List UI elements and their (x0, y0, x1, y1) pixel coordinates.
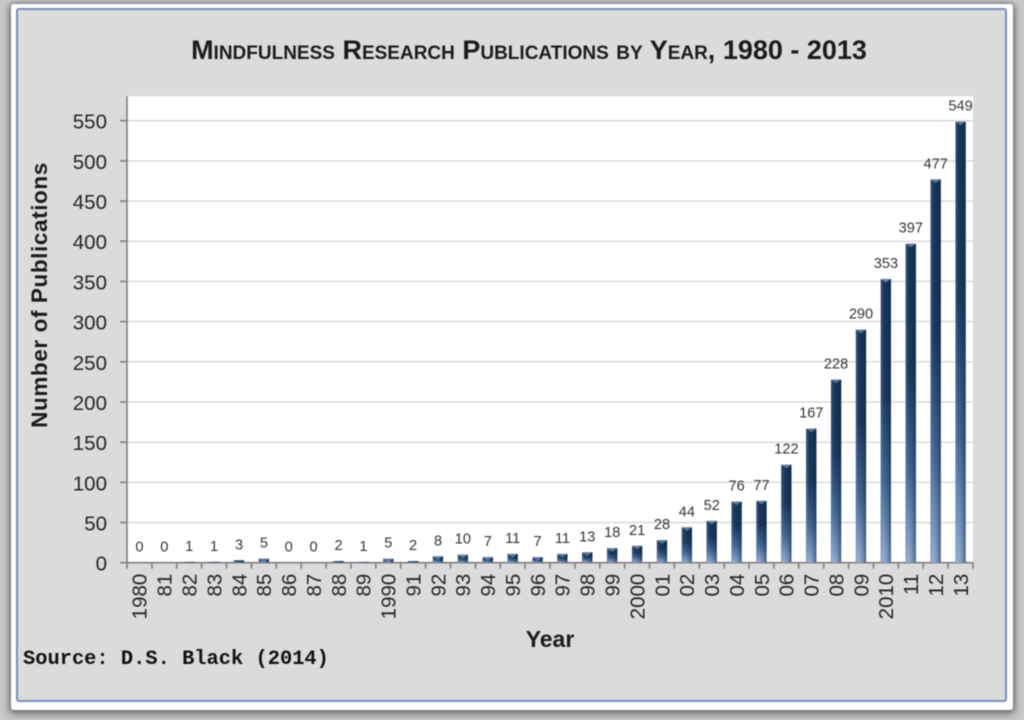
svg-text:11: 11 (555, 531, 570, 547)
svg-text:0: 0 (310, 540, 318, 556)
svg-text:03: 03 (701, 574, 724, 597)
svg-text:98: 98 (577, 574, 600, 597)
svg-text:3: 3 (235, 537, 243, 553)
svg-text:1: 1 (185, 539, 193, 555)
svg-text:88: 88 (328, 574, 351, 597)
svg-text:2: 2 (334, 538, 342, 554)
svg-text:250: 250 (73, 352, 107, 375)
svg-text:94: 94 (477, 574, 500, 597)
svg-text:500: 500 (73, 151, 107, 174)
svg-text:08: 08 (825, 574, 848, 597)
svg-text:86: 86 (278, 574, 301, 597)
svg-text:1: 1 (210, 539, 218, 555)
svg-text:228: 228 (824, 357, 848, 373)
svg-text:13: 13 (950, 574, 973, 597)
svg-text:11: 11 (900, 574, 923, 595)
svg-text:1990: 1990 (378, 574, 401, 620)
svg-text:83: 83 (203, 574, 226, 597)
svg-text:150: 150 (73, 432, 107, 455)
svg-text:122: 122 (774, 442, 798, 458)
svg-text:99: 99 (602, 574, 625, 597)
svg-text:5: 5 (260, 536, 268, 552)
svg-text:05: 05 (751, 574, 774, 597)
svg-text:550: 550 (73, 111, 107, 134)
svg-text:2010: 2010 (875, 574, 898, 620)
svg-text:11: 11 (505, 531, 520, 547)
svg-text:28: 28 (654, 517, 670, 533)
svg-text:01: 01 (651, 574, 674, 597)
svg-text:92: 92 (427, 574, 450, 597)
svg-text:97: 97 (552, 574, 575, 597)
svg-text:8: 8 (434, 533, 442, 549)
svg-text:18: 18 (604, 525, 620, 541)
svg-text:95: 95 (502, 574, 525, 597)
svg-text:290: 290 (849, 307, 873, 323)
svg-text:13: 13 (579, 529, 595, 545)
svg-text:84: 84 (228, 574, 251, 597)
svg-text:2: 2 (409, 538, 417, 554)
svg-text:0: 0 (285, 540, 293, 556)
svg-text:06: 06 (776, 574, 799, 597)
svg-text:07: 07 (801, 574, 824, 597)
svg-text:350: 350 (73, 271, 107, 294)
svg-text:1980: 1980 (129, 574, 152, 620)
svg-text:04: 04 (726, 574, 749, 597)
svg-text:77: 77 (753, 478, 769, 494)
svg-text:44: 44 (679, 504, 695, 520)
svg-text:2000: 2000 (626, 574, 649, 620)
svg-text:02: 02 (676, 574, 699, 597)
svg-text:200: 200 (73, 392, 107, 415)
svg-text:7: 7 (534, 534, 542, 550)
svg-text:52: 52 (704, 498, 720, 514)
svg-text:85: 85 (253, 574, 276, 597)
svg-text:100: 100 (73, 472, 107, 495)
svg-text:7: 7 (484, 534, 492, 550)
svg-text:87: 87 (303, 574, 326, 597)
svg-text:91: 91 (402, 574, 425, 597)
svg-text:400: 400 (73, 231, 107, 254)
svg-text:397: 397 (899, 221, 923, 237)
svg-text:5: 5 (384, 536, 392, 552)
svg-text:76: 76 (728, 479, 744, 495)
svg-text:96: 96 (527, 574, 550, 597)
svg-text:549: 549 (948, 99, 972, 115)
svg-text:477: 477 (924, 156, 948, 172)
svg-text:21: 21 (629, 523, 645, 539)
svg-text:89: 89 (353, 574, 376, 597)
svg-text:450: 450 (73, 191, 107, 214)
svg-text:12: 12 (925, 574, 948, 597)
svg-text:81: 81 (154, 574, 177, 597)
svg-text:167: 167 (799, 406, 823, 422)
svg-text:0: 0 (96, 553, 107, 576)
svg-text:1: 1 (359, 539, 367, 555)
svg-text:0: 0 (160, 540, 168, 556)
svg-text:300: 300 (73, 312, 107, 335)
svg-text:50: 50 (84, 513, 107, 536)
svg-text:10: 10 (455, 532, 471, 548)
svg-text:93: 93 (452, 574, 475, 597)
svg-text:82: 82 (179, 574, 202, 597)
svg-text:353: 353 (874, 256, 898, 272)
svg-text:0: 0 (135, 540, 143, 556)
svg-text:09: 09 (850, 574, 873, 597)
